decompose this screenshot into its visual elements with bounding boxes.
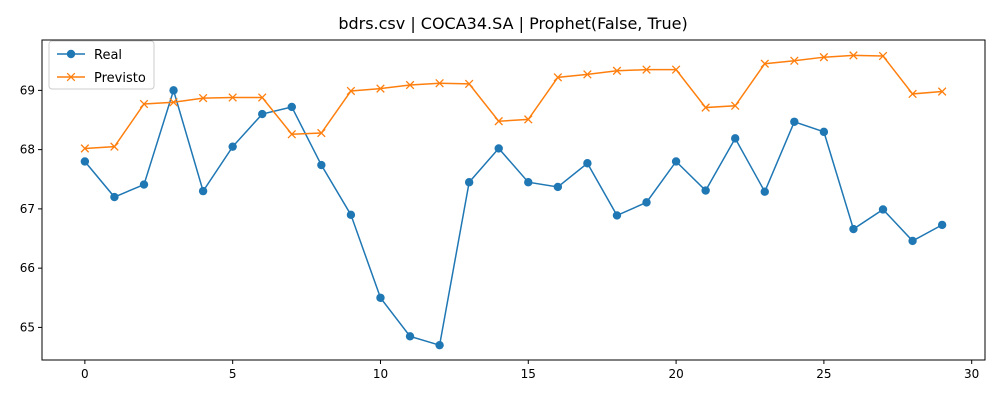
data-point-real: [642, 198, 651, 207]
legend-marker-previsto: [66, 72, 76, 82]
x-tick-label: 30: [964, 367, 979, 381]
data-point-previsto: [937, 87, 947, 96]
data-point-real: [908, 236, 917, 246]
legend-label-previsto: Previsto: [94, 71, 146, 86]
y-tick-label: 66: [20, 261, 35, 275]
data-point-previsto: [908, 89, 917, 99]
data-point-real: [760, 187, 769, 196]
data-point-previsto: [553, 73, 563, 82]
data-point-real: [849, 224, 858, 234]
data-point-previsto: [376, 84, 385, 93]
data-point-previsto: [139, 99, 149, 109]
data-point-real: [198, 186, 208, 196]
data-point-real: [671, 157, 681, 166]
axis-ticks: 0 5 10 15 20 25 30 65 66 67 68 69: [20, 83, 980, 381]
data-point-real: [228, 142, 237, 151]
data-point-real: [819, 127, 829, 137]
data-point-real: [524, 178, 533, 187]
series-line-previsto: [84, 54, 943, 150]
data-point-previsto: [257, 93, 267, 102]
x-tick-label: 25: [816, 367, 831, 381]
data-point-real: [731, 134, 740, 143]
data-point-previsto: [583, 70, 592, 79]
data-point-previsto: [435, 78, 444, 88]
data-point-previsto: [464, 79, 474, 89]
data-point-previsto: [612, 66, 622, 76]
data-point-real: [878, 205, 888, 214]
data-point-real: [258, 109, 267, 119]
data-point-real: [80, 157, 90, 166]
y-tick-label: 68: [20, 143, 35, 157]
data-point-real: [287, 102, 296, 112]
data-point-real: [139, 180, 149, 189]
x-tick-label: 5: [229, 367, 237, 381]
data-point-previsto: [405, 80, 415, 90]
data-point-real: [435, 340, 444, 350]
data-point-previsto: [849, 51, 858, 60]
data-point-previsto: [878, 51, 888, 61]
data-point-previsto: [110, 142, 119, 151]
data-point-previsto: [198, 93, 208, 103]
series-lines: [84, 54, 943, 347]
data-point-previsto: [671, 65, 681, 74]
data-point-previsto: [760, 59, 770, 68]
data-point-real: [169, 86, 178, 95]
series-line-real: [84, 87, 943, 347]
data-point-previsto: [346, 86, 356, 96]
data-point-real: [937, 220, 947, 230]
data-point-previsto: [169, 97, 178, 107]
data-point-real: [612, 211, 622, 220]
series-markers: [80, 51, 947, 350]
data-point-previsto: [287, 129, 297, 139]
data-point-previsto: [730, 101, 740, 111]
data-point-previsto: [494, 116, 503, 126]
x-tick-label: 0: [81, 367, 89, 381]
legend-label-real: Real: [94, 48, 122, 63]
data-point-real: [346, 210, 356, 220]
y-tick-label: 65: [20, 320, 35, 334]
data-point-previsto: [790, 56, 799, 66]
data-point-previsto: [317, 128, 326, 138]
data-point-previsto: [80, 144, 90, 153]
data-point-real: [110, 192, 119, 202]
legend: Real Previsto: [48, 40, 155, 90]
y-tick-label: 69: [20, 83, 35, 97]
data-point-previsto: [819, 52, 829, 62]
data-point-previsto: [642, 65, 651, 74]
legend-marker-real: [66, 49, 76, 59]
x-tick-label: 15: [521, 367, 536, 381]
chart-title: bdrs.csv | COCA34.SA | Prophet(False, Tr…: [338, 14, 687, 33]
data-point-previsto: [524, 115, 533, 124]
data-point-real: [405, 332, 415, 341]
data-point-real: [583, 159, 592, 168]
data-point-previsto: [701, 103, 710, 112]
data-point-real: [790, 117, 799, 126]
plot-area-frame: [41, 39, 986, 361]
x-tick-label: 10: [373, 367, 388, 381]
x-tick-label: 20: [668, 367, 683, 381]
data-point-previsto: [228, 93, 237, 102]
data-point-real: [553, 182, 563, 192]
data-point-real: [701, 186, 710, 195]
data-point-real: [376, 293, 385, 302]
data-point-real: [317, 160, 326, 170]
data-point-real: [494, 144, 503, 153]
data-point-real: [464, 178, 474, 187]
y-tick-label: 67: [20, 202, 35, 216]
